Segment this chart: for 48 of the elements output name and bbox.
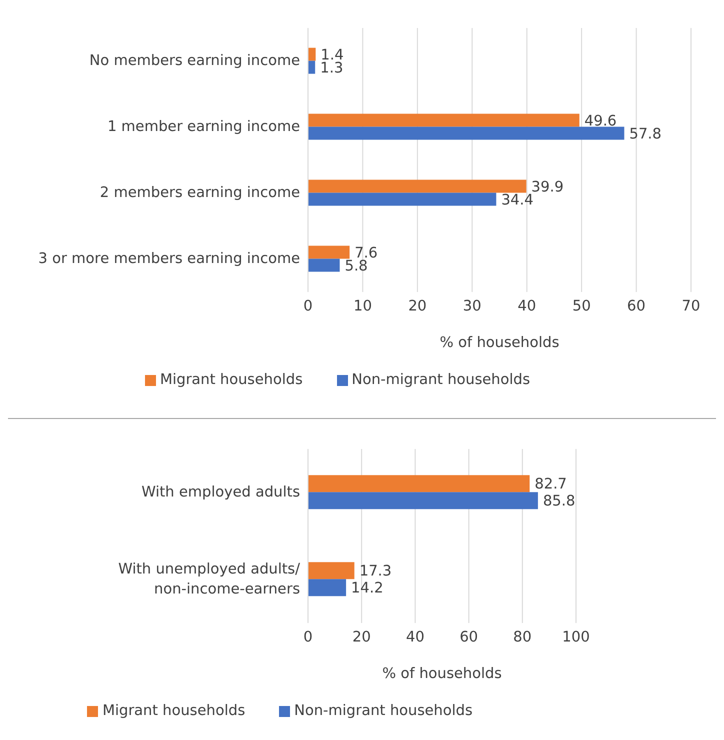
x-tick-label: 100	[562, 629, 590, 646]
data-label: 49.6	[584, 113, 617, 130]
bar	[308, 492, 538, 510]
data-label: 82.7	[534, 476, 567, 493]
legend-label: Migrant households	[102, 703, 246, 719]
bar	[308, 579, 346, 596]
x-tick-label: 10	[353, 298, 372, 314]
data-label: 5.8	[344, 258, 368, 274]
data-label: 17.3	[359, 564, 392, 580]
x-tick-label: 60	[460, 629, 478, 646]
x-tick-label: 0	[303, 298, 313, 314]
x-tick-label: 50	[572, 298, 591, 314]
bar	[308, 60, 316, 74]
y-tick-label: 3 or more members earning income	[38, 251, 300, 267]
bar	[308, 192, 496, 206]
data-label: 39.9	[531, 179, 564, 196]
x-axis-title: % of households	[382, 666, 502, 682]
bar	[308, 562, 354, 580]
legend-label: Migrant households	[160, 372, 303, 388]
y-tick-label: No members earning income	[89, 53, 300, 69]
x-tick-label: 60	[627, 298, 646, 314]
y-tick-label: 2 members earning income	[100, 185, 300, 201]
bar	[308, 475, 530, 492]
y-tick-label: With employed adults	[141, 484, 300, 500]
x-tick-label: 0	[303, 629, 313, 646]
x-tick-label: 40	[518, 298, 536, 314]
data-label: 14.2	[351, 580, 384, 597]
legend-label: Non-migrant households	[294, 703, 473, 719]
data-label: 85.8	[542, 494, 576, 510]
x-tick-label: 40	[406, 629, 424, 646]
bar	[308, 246, 350, 259]
bar	[308, 48, 316, 61]
x-tick-label: 20	[408, 298, 427, 314]
y-tick-label: 1 member earning income	[107, 119, 300, 135]
bar	[308, 180, 526, 193]
bar	[308, 258, 340, 272]
x-tick-label: 20	[352, 629, 371, 646]
x-tick-label: 80	[513, 629, 532, 646]
bar	[308, 114, 580, 127]
bar	[308, 126, 624, 140]
data-label: 57.8	[629, 126, 662, 142]
data-label: 34.4	[501, 192, 534, 208]
x-tick-label: 30	[462, 298, 482, 314]
x-axis-title: % of households	[440, 335, 560, 351]
y-tick-label: With unemployed adults/ non-income-earners	[118, 562, 300, 598]
x-tick-label: 70	[682, 298, 700, 314]
data-label: 1.3	[320, 60, 344, 76]
legend-label: Non-migrant households	[352, 372, 530, 388]
